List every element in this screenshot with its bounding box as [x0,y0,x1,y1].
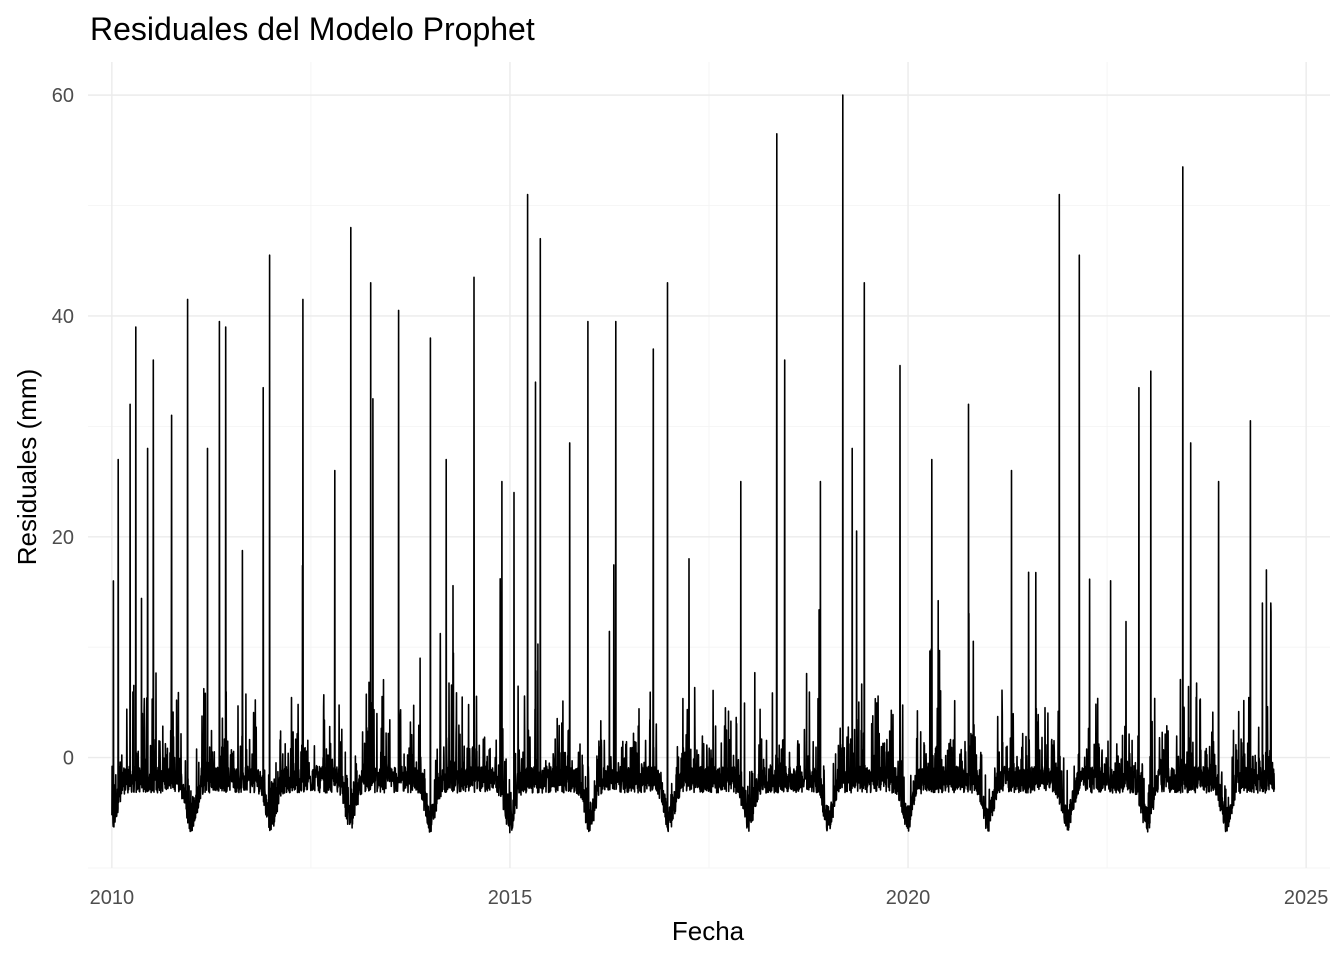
y-tick-label: 40 [52,306,74,328]
y-tick-label: 0 [63,748,74,770]
x-axis-title: Fecha [672,916,745,946]
y-axis-title: Residuales (mm) [12,369,42,566]
x-axis-ticks: 2010 2015 2020 2025 [90,887,1329,909]
x-tick-label: 2015 [488,887,533,909]
y-tick-label: 60 [52,85,74,107]
y-tick-label: 20 [52,527,74,549]
residuals-series-line [111,94,1276,834]
series-group [111,94,1276,834]
x-tick-label: 2020 [886,887,931,909]
x-tick-label: 2025 [1284,887,1329,909]
chart-title: Residuales del Modelo Prophet [90,11,535,47]
gridlines [88,62,1330,869]
y-axis-ticks: 0 20 40 60 [52,85,74,769]
x-tick-label: 2010 [90,887,135,909]
